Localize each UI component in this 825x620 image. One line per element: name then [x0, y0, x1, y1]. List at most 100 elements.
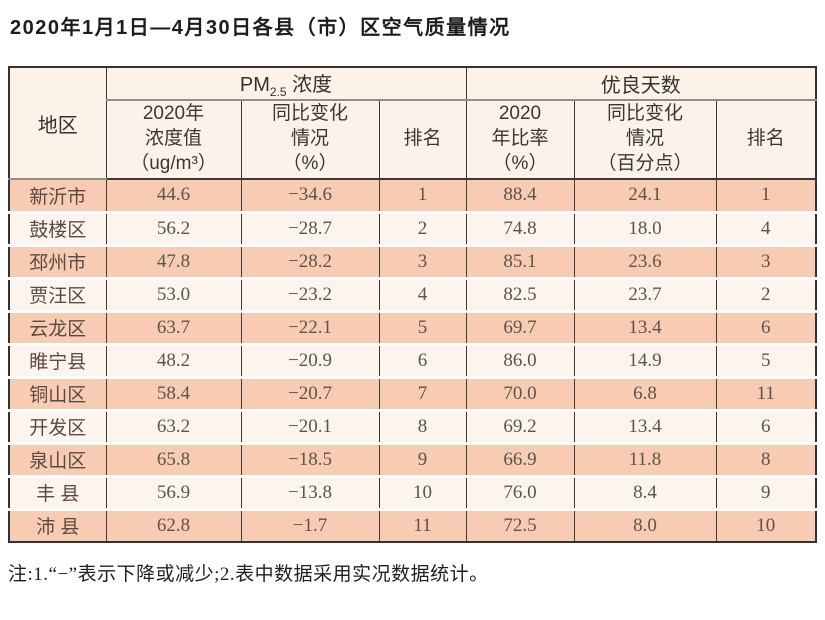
column-header-pm-change: 同比变化 情况 （%）	[240, 100, 380, 180]
pm-rank-cell: 5	[378, 311, 467, 346]
rate-change-cell: 23.6	[573, 245, 717, 280]
region-cell: 丰 县	[8, 476, 107, 511]
pm-rank-cell: 9	[378, 443, 467, 478]
group-header-pm25: PM2.5 浓度	[105, 67, 467, 101]
table-row: 云龙区 63.7 −22.1 5 69.7 13.4 6	[8, 311, 817, 346]
rate-value-cell: 88.4	[465, 179, 575, 214]
pm-change-cell: −18.5	[240, 443, 380, 478]
region-cell: 开发区	[8, 410, 107, 445]
header-line: 2020	[498, 103, 542, 125]
column-header-pm-value: 2020年 浓度值 （ug/m³）	[105, 100, 242, 180]
header-line: 同比变化	[271, 103, 348, 125]
rate-rank-cell: 9	[715, 476, 817, 511]
table-row: 泉山区 65.8 −18.5 9 66.9 11.8 8	[8, 443, 817, 478]
air-quality-table: 地区 PM2.5 浓度 优良天数 2020年 浓度值 （ug/m³） 同比变化 …	[8, 66, 817, 543]
table-row: 新沂市 44.6 −34.6 1 88.4 24.1 1	[8, 179, 817, 214]
table-subheader-row: 2020年 浓度值 （ug/m³） 同比变化 情况 （%） 排名 2020 年比…	[9, 100, 817, 180]
rate-rank-cell: 8	[715, 443, 817, 478]
pm-rank-cell: 4	[378, 278, 467, 313]
region-cell: 新沂市	[8, 179, 107, 214]
rate-rank-cell: 2	[715, 278, 817, 313]
region-cell: 睢宁县	[8, 344, 107, 379]
pm-rank-cell: 11	[378, 509, 467, 543]
pm-rank-cell: 8	[378, 410, 467, 445]
table-row: 丰 县 56.9 −13.8 10 76.0 8.4 9	[8, 476, 817, 511]
region-cell: 沛 县	[8, 509, 107, 543]
column-header-rate-change: 同比变化 情况 （百分点）	[573, 100, 717, 180]
rate-change-cell: 6.8	[573, 377, 717, 412]
page-title: 2020年1月1日—4月30日各县（市）区空气质量情况	[10, 17, 511, 39]
pm-change-cell: −1.7	[240, 509, 380, 543]
pm-change-cell: −28.2	[240, 245, 380, 280]
table-row: 睢宁县 48.2 −20.9 6 86.0 14.9 5	[8, 344, 817, 379]
column-header-pm-rank: 排名	[378, 100, 467, 180]
rate-rank-cell: 6	[715, 311, 817, 346]
rate-value-cell: 69.2	[465, 410, 575, 445]
rate-rank-cell: 6	[715, 410, 817, 445]
pm-change-cell: −22.1	[240, 311, 380, 346]
pm-value-cell: 56.2	[105, 212, 242, 247]
pm-rank-cell: 7	[378, 377, 467, 412]
pm-value-cell: 53.0	[105, 278, 242, 313]
pm-value-cell: 58.4	[105, 377, 242, 412]
rate-rank-cell: 1	[715, 179, 817, 214]
region-cell: 云龙区	[8, 311, 107, 346]
pm-value-cell: 65.8	[105, 443, 242, 478]
pm-change-cell: −28.7	[240, 212, 380, 247]
pm-change-cell: −20.1	[240, 410, 380, 445]
pm-change-cell: −34.6	[240, 179, 380, 214]
rate-rank-cell: 11	[715, 377, 817, 412]
table-group-header-row: 地区 PM2.5 浓度 优良天数	[8, 67, 817, 180]
region-cell: 邳州市	[8, 245, 107, 280]
table-row: 鼓楼区 56.2 −28.7 2 74.8 18.0 4	[8, 212, 817, 247]
table-row: 铜山区 58.4 −20.7 7 70.0 6.8 11	[8, 377, 817, 412]
rate-change-cell: 11.8	[573, 443, 717, 478]
region-cell: 鼓楼区	[8, 212, 107, 247]
rate-value-cell: 70.0	[465, 377, 575, 412]
rate-change-cell: 13.4	[573, 311, 717, 346]
region-cell: 铜山区	[8, 377, 107, 412]
group-header-good-days: 优良天数	[465, 67, 817, 101]
pm25-subscript: 2.5	[269, 85, 287, 99]
pm-value-cell: 56.9	[105, 476, 242, 511]
pm-rank-cell: 6	[378, 344, 467, 379]
column-header-region: 地区	[8, 67, 107, 180]
table-row: 沛 县 62.8 −1.7 11 72.5 8.0 10	[8, 509, 817, 543]
header-line: 情况	[625, 128, 664, 150]
column-header-rate-value: 2020 年比率 （%）	[465, 100, 575, 180]
pm25-prefix: PM	[239, 74, 270, 96]
rate-change-cell: 18.0	[573, 212, 717, 247]
rate-value-cell: 85.1	[465, 245, 575, 280]
region-cell: 贾汪区	[8, 278, 107, 313]
pm-rank-cell: 2	[378, 212, 467, 247]
region-cell: 泉山区	[8, 443, 107, 478]
rate-value-cell: 76.0	[465, 476, 575, 511]
rate-value-cell: 69.7	[465, 311, 575, 346]
header-line: （%）	[282, 152, 338, 174]
table-row: 开发区 63.2 −20.1 8 69.2 13.4 6	[8, 410, 817, 445]
rate-rank-cell: 4	[715, 212, 817, 247]
header-line: 情况	[290, 128, 329, 150]
rate-change-cell: 14.9	[573, 344, 717, 379]
rate-change-cell: 24.1	[573, 179, 717, 214]
rate-value-cell: 74.8	[465, 212, 575, 247]
pm25-suffix: 浓度	[286, 74, 333, 96]
pm-change-cell: −20.9	[240, 344, 380, 379]
table-row: 贾汪区 53.0 −23.2 4 82.5 23.7 2	[8, 278, 817, 313]
pm-rank-cell: 3	[378, 245, 467, 280]
rate-rank-cell: 5	[715, 344, 817, 379]
header-line: 浓度值	[144, 128, 202, 150]
header-line: 同比变化	[606, 103, 683, 125]
footnote: 注:1.“−”表示下降或减少;2.表中数据采用实况数据统计。	[8, 564, 489, 585]
pm-change-cell: −13.8	[240, 476, 380, 511]
pm-value-cell: 48.2	[105, 344, 242, 379]
header-line: 年比率	[491, 128, 549, 150]
table-row: 邳州市 47.8 −28.2 3 85.1 23.6 3	[8, 245, 817, 280]
rate-rank-cell: 10	[715, 509, 817, 543]
pm-value-cell: 62.8	[105, 509, 242, 543]
rate-value-cell: 82.5	[465, 278, 575, 313]
header-line: （百分点）	[597, 152, 693, 174]
header-line: （ug/m³）	[130, 152, 217, 174]
rate-change-cell: 23.7	[573, 278, 717, 313]
rate-value-cell: 72.5	[465, 509, 575, 543]
